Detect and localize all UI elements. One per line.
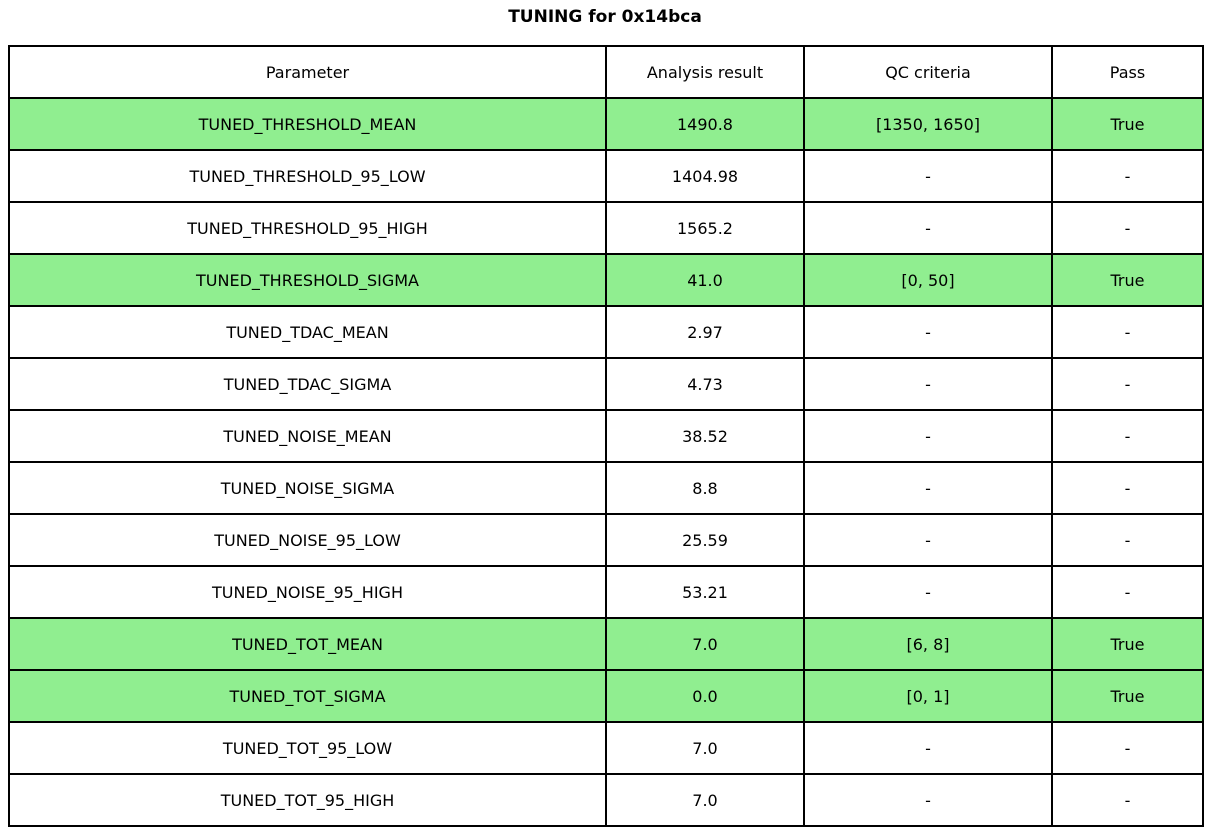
- cell-pass: True: [1051, 97, 1204, 151]
- cell-analysis-result: 41.0: [605, 253, 805, 307]
- cell-parameter: TUNED_TOT_MEAN: [8, 617, 607, 671]
- cell-parameter: TUNED_NOISE_MEAN: [8, 409, 607, 463]
- cell-qc-criteria: -: [803, 565, 1053, 619]
- table-row: TUNED_NOISE_SIGMA 8.8- -: [8, 461, 1204, 515]
- cell-qc-criteria: -: [803, 461, 1053, 515]
- cell-qc-criteria: -: [803, 201, 1053, 255]
- cell-parameter: TUNED_NOISE_95_HIGH: [8, 565, 607, 619]
- page-title: TUNING for 0x14bca: [508, 7, 702, 27]
- cell-pass: -: [1051, 149, 1204, 203]
- cell-analysis-result: 1565.2: [605, 201, 805, 255]
- cell-qc-criteria: [0, 50]: [803, 253, 1053, 307]
- cell-parameter: TUNED_THRESHOLD_95_LOW: [8, 149, 607, 203]
- cell-analysis-result: 8.8: [605, 461, 805, 515]
- cell-analysis-result: 1404.98: [605, 149, 805, 203]
- cell-pass: -: [1051, 305, 1204, 359]
- cell-analysis-result: 7.0: [605, 721, 805, 775]
- cell-parameter: TUNED_THRESHOLD_95_HIGH: [8, 201, 607, 255]
- cell-parameter: TUNED_TDAC_MEAN: [8, 305, 607, 359]
- column-header-qc-criteria: QC criteria: [803, 45, 1053, 99]
- table-body: TUNED_THRESHOLD_MEAN 1490.8 [1350, 1650] Tr…: [8, 97, 1204, 827]
- cell-analysis-result: 38.52: [605, 409, 805, 463]
- cell-pass: -: [1051, 721, 1204, 775]
- cell-parameter: TUNED_TOT_95_LOW: [8, 721, 607, 775]
- cell-pass: True: [1051, 617, 1204, 671]
- cell-qc-criteria: [1350, 1650]: [803, 97, 1053, 151]
- cell-pass: -: [1051, 513, 1204, 567]
- cell-parameter: TUNED_TOT_95_HIGH: [8, 773, 607, 827]
- cell-qc-criteria: -: [803, 513, 1053, 567]
- cell-parameter: TUNED_THRESHOLD_MEAN: [8, 97, 607, 151]
- table-row: TUNED_THRESHOLD_SIGMA 41.0 [0, 50] True: [8, 253, 1204, 307]
- cell-pass: True: [1051, 669, 1204, 723]
- header-row: Parameter Analysis result QC criteria Pa…: [8, 45, 1204, 99]
- table-row: TUNED_TOT_95_LOW 7.0- -: [8, 721, 1204, 775]
- qc-report-figure: TUNING for 0x14bca Parameter Analysis re…: [8, 7, 1204, 827]
- cell-qc-criteria: -: [803, 305, 1053, 359]
- cell-analysis-result: 4.73: [605, 357, 805, 411]
- cell-analysis-result: 7.0: [605, 773, 805, 827]
- table-row: TUNED_THRESHOLD_95_LOW 1404.98- -: [8, 149, 1204, 203]
- table-row: TUNED_TOT_MEAN 7.0 [6, 8] True: [8, 617, 1204, 671]
- table-row: TUNED_NOISE_MEAN 38.52- -: [8, 409, 1204, 463]
- cell-qc-criteria: [0, 1]: [803, 669, 1053, 723]
- table-row: TUNED_TDAC_SIGMA 4.73- -: [8, 357, 1204, 411]
- cell-analysis-result: 7.0: [605, 617, 805, 671]
- cell-pass: -: [1051, 409, 1204, 463]
- cell-parameter: TUNED_TDAC_SIGMA: [8, 357, 607, 411]
- cell-parameter: TUNED_NOISE_95_LOW: [8, 513, 607, 567]
- cell-pass: -: [1051, 357, 1204, 411]
- table-row: TUNED_NOISE_95_LOW 25.59- -: [8, 513, 1204, 567]
- cell-parameter: TUNED_THRESHOLD_SIGMA: [8, 253, 607, 307]
- cell-qc-criteria: -: [803, 721, 1053, 775]
- cell-analysis-result: 2.97: [605, 305, 805, 359]
- cell-parameter: TUNED_TOT_SIGMA: [8, 669, 607, 723]
- cell-parameter: TUNED_NOISE_SIGMA: [8, 461, 607, 515]
- table-row: TUNED_NOISE_95_HIGH 53.21- -: [8, 565, 1204, 619]
- column-header-pass: Pass: [1051, 45, 1204, 99]
- column-header-parameter: Parameter: [8, 45, 607, 99]
- cell-qc-criteria: -: [803, 409, 1053, 463]
- cell-analysis-result: 1490.8: [605, 97, 805, 151]
- cell-qc-criteria: -: [803, 773, 1053, 827]
- cell-pass: -: [1051, 201, 1204, 255]
- cell-pass: -: [1051, 773, 1204, 827]
- cell-analysis-result: 53.21: [605, 565, 805, 619]
- cell-pass: -: [1051, 461, 1204, 515]
- cell-pass: -: [1051, 565, 1204, 619]
- column-header-analysis-result: Analysis result: [605, 45, 805, 99]
- table-row: TUNED_TOT_95_HIGH 7.0- -: [8, 773, 1204, 827]
- tuning-qc-table: Parameter Analysis result QC criteria Pa…: [8, 45, 1204, 827]
- cell-qc-criteria: -: [803, 149, 1053, 203]
- table-row: TUNED_TOT_SIGMA 0.0 [0, 1] True: [8, 669, 1204, 723]
- cell-qc-criteria: -: [803, 357, 1053, 411]
- table-row: TUNED_THRESHOLD_MEAN 1490.8 [1350, 1650] Tr…: [8, 97, 1204, 151]
- table-row: TUNED_THRESHOLD_95_HIGH 1565.2- -: [8, 201, 1204, 255]
- cell-analysis-result: 0.0: [605, 669, 805, 723]
- cell-analysis-result: 25.59: [605, 513, 805, 567]
- table-row: TUNED_TDAC_MEAN 2.97- -: [8, 305, 1204, 359]
- cell-qc-criteria: [6, 8]: [803, 617, 1053, 671]
- cell-pass: True: [1051, 253, 1204, 307]
